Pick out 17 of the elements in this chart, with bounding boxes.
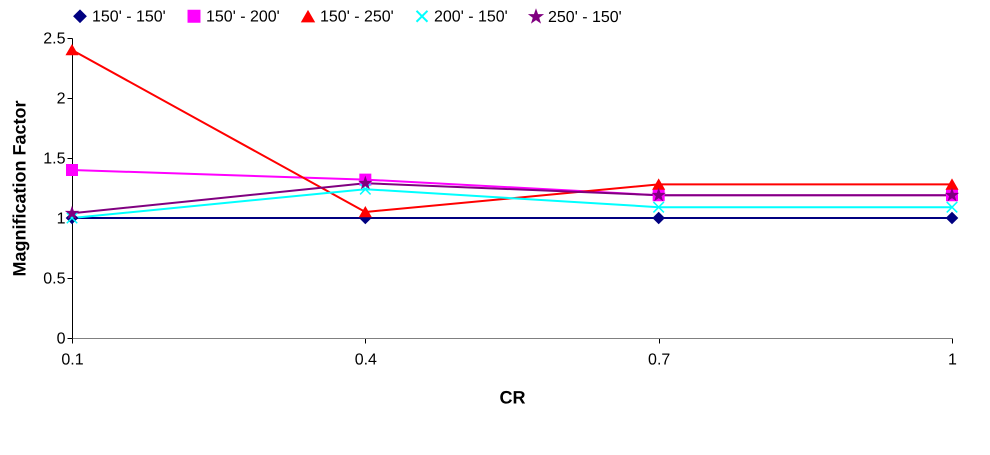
y-tick-label: 0.5 xyxy=(43,270,66,288)
legend-label: 250' - 150' xyxy=(548,8,622,26)
y-tick-label: 1.5 xyxy=(43,150,66,168)
legend-label: 150' - 250' xyxy=(320,8,394,26)
x-tick-label: 0.4 xyxy=(354,352,378,368)
x-axis-title: CR xyxy=(500,388,526,408)
legend-label: 150' - 150' xyxy=(92,8,166,26)
y-tick-label: 2 xyxy=(56,90,66,108)
y-axis-title: Magnification Factor xyxy=(9,100,30,277)
y-tick-label: 2.5 xyxy=(43,30,66,48)
legend-label: 200' - 150' xyxy=(434,8,508,26)
y-tick-label: 1 xyxy=(56,210,66,228)
y-tick-label: 0 xyxy=(56,330,66,348)
x-tick-label: 0.7 xyxy=(648,352,670,368)
legend-label: 150' - 200' xyxy=(206,8,280,26)
x-tick-label: 1 xyxy=(948,352,958,368)
x-tick-label: 0.1 xyxy=(61,352,84,368)
